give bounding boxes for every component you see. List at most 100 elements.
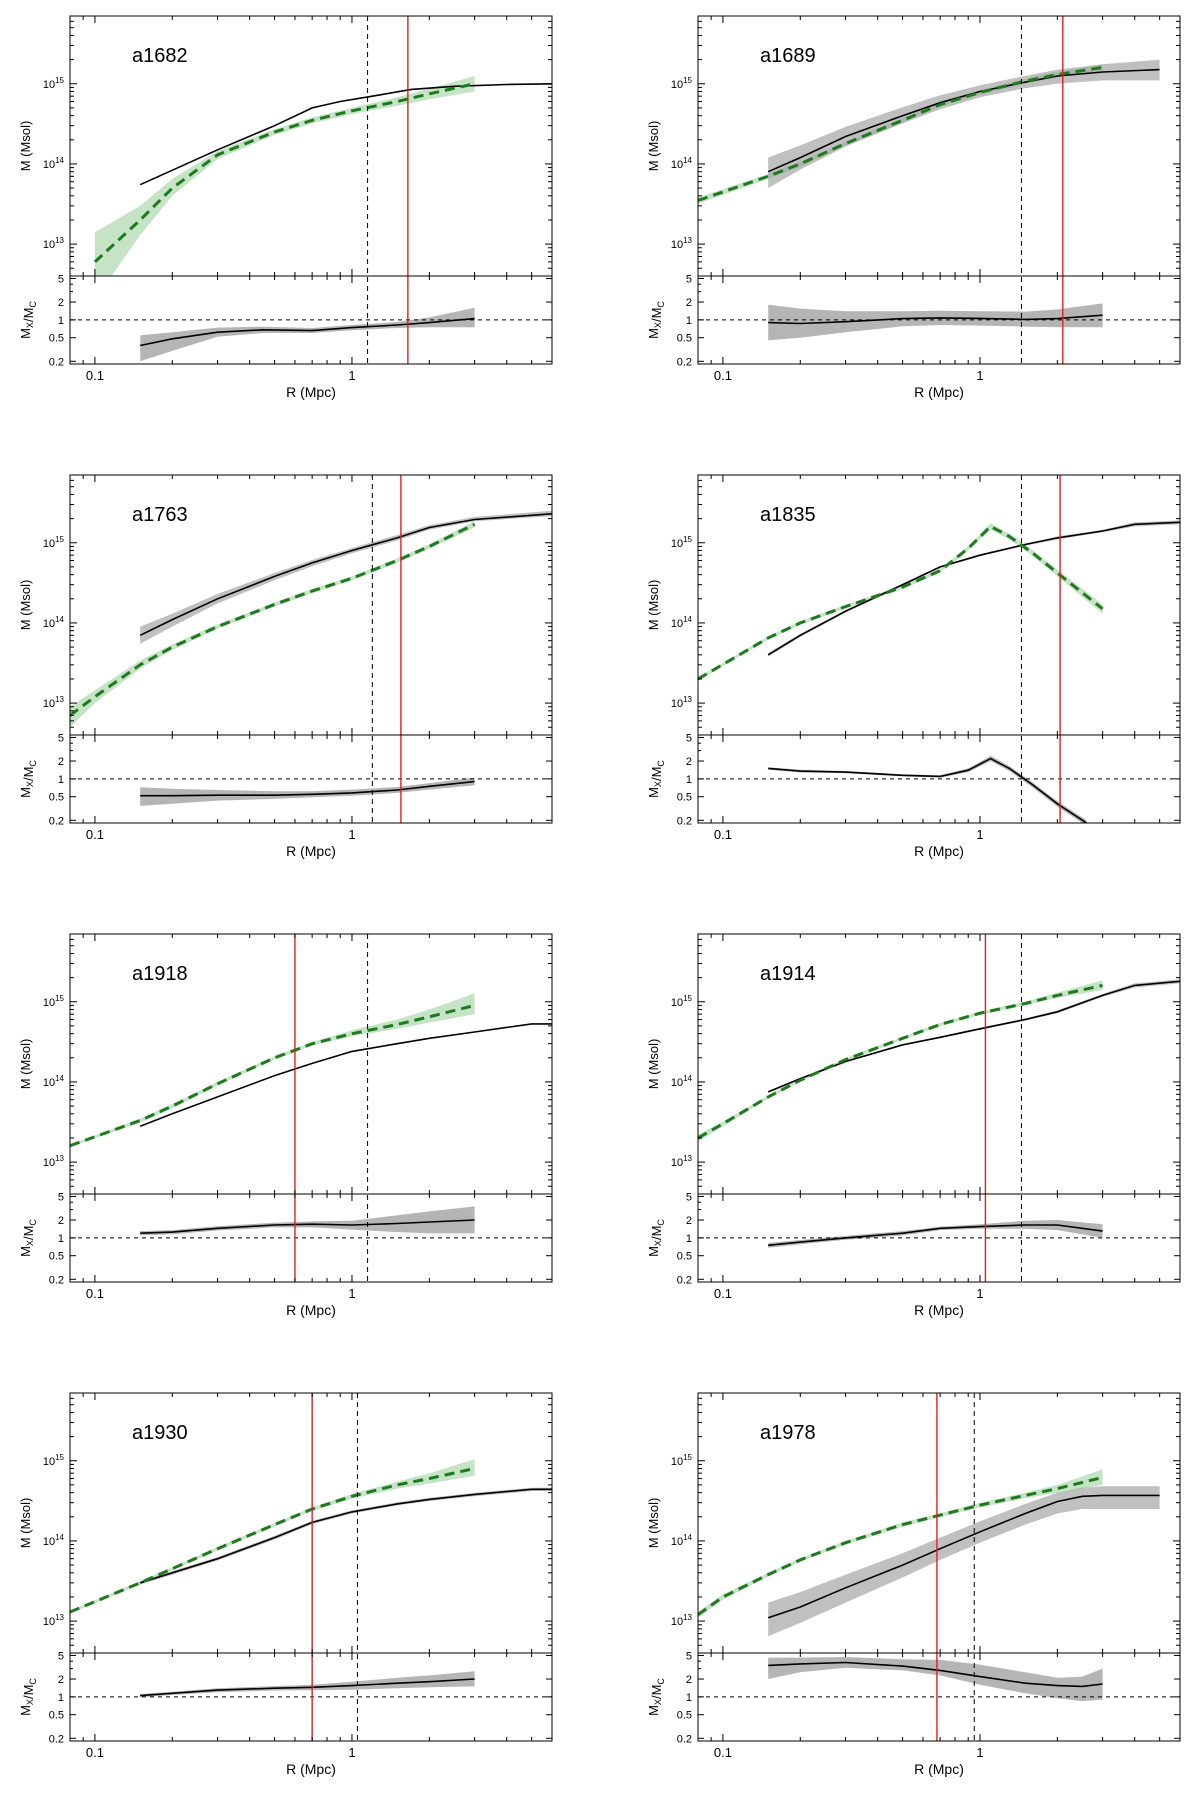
y-axis-label: M (Msol) [646,1498,661,1549]
ratio-y-tick-label: 0.5 [677,1251,692,1263]
ratio-axis-label: MX/MC [18,301,38,339]
ratio-y-tick-label: 0.5 [49,1251,64,1263]
panel-title: a1914 [760,963,816,985]
y-tick-label: 1015 [43,76,65,91]
ratio-plot-area [70,1206,552,1239]
y-tick-label: 1015 [671,76,693,91]
y-tick-label: 1013 [671,1613,693,1628]
ratio-plot-area [698,303,1180,341]
mass-plot-area [93,76,552,276]
ratio-y-tick-label: 2 [58,1215,64,1227]
green-profile-band [70,1459,475,1614]
x-axis-label: R (Mpc) [286,1302,336,1318]
green-profile-line [698,65,1103,202]
green-profile-band [70,521,475,728]
ratio-y-tick-label: 1 [58,1233,64,1245]
ratio-y-tick-label: 0.2 [49,815,64,827]
ratio-y-tick-label: 0.5 [677,333,692,345]
black-profile-band [140,1487,552,1585]
ratio-y-tick-label: 0.5 [677,792,692,804]
ratio-line [768,1661,1103,1688]
ratio-y-tick-label: 0.2 [677,1274,692,1286]
ratio-axis-label: MX/MC [646,1678,666,1716]
ratio-band [768,1657,1103,1702]
ratio-y-tick-label: 5 [686,1650,692,1662]
x-tick-label: 0.1 [86,368,104,383]
ratio-band [768,1220,1103,1248]
x-tick-label: 0.1 [714,368,732,383]
x-tick-label: 0.1 [86,827,104,842]
ratio-line [140,317,475,347]
green-profile-line [698,1475,1103,1616]
black-profile-line [139,513,552,637]
ratio-y-tick-label: 5 [686,1191,692,1203]
panel-title: a1763 [132,504,188,526]
panel-a1763: 0.1 1 R (Mpc) 1013 1014 1015 M (Msol) 0.2 0.5 1 2 5… [18,474,553,859]
ratio-y-tick-label: 0.5 [49,1710,64,1722]
x-axis-label: R (Mpc) [914,1302,964,1318]
black-profile-line [767,980,1180,1093]
panel-a1978: 0.1 1 R (Mpc) 1013 1014 1015 M (Msol) 0.2 0.5 1 2 5… [646,1392,1181,1777]
ratio-axis-label: MX/MC [18,1219,38,1257]
green-profile-band [698,980,1103,1142]
y-axis-label: M (Msol) [646,121,661,172]
y-tick-label: 1013 [671,1154,693,1169]
ratio-axis-label: MX/MC [18,760,38,798]
black-profile-line [767,521,1180,656]
x-axis-label: R (Mpc) [914,384,964,400]
ratio-y-tick-label: 2 [58,297,64,309]
black-profile-band [768,979,1180,1093]
mass-plot-area [70,510,552,728]
y-tick-label: 1014 [43,156,65,171]
ratio-y-tick-label: 1 [686,1233,692,1245]
black-profile-line [139,1488,552,1584]
ratio-y-tick-label: 2 [686,1674,692,1686]
panel-title: a1918 [132,963,188,985]
ratio-plot-area [698,1657,1180,1702]
y-axis-label: M (Msol) [18,1039,33,1090]
x-axis-label: R (Mpc) [914,843,964,859]
panel-title: a1689 [760,45,816,67]
ratio-y-tick-label: 0.2 [49,356,64,368]
black-profile-band [768,1486,1160,1637]
green-profile-band [70,993,475,1147]
panel-title: a1978 [760,1422,816,1444]
ratio-y-tick-label: 0.2 [677,356,692,368]
ratio-axis-label: MX/MC [646,760,666,798]
y-tick-label: 1013 [671,695,693,710]
black-profile-line [767,1494,1160,1619]
x-axis-label: R (Mpc) [286,384,336,400]
ratio-band [140,307,475,362]
y-tick-label: 1013 [43,236,65,251]
x-tick-label: 1 [976,827,983,842]
y-axis-label: M (Msol) [18,121,33,172]
panel-a1914: 0.1 1 R (Mpc) 1013 1014 1015 M (Msol) 0.2 0.5 1 2 5… [646,933,1181,1318]
ratio-axis-label: MX/MC [18,1678,38,1716]
panel-a1835: 0.1 1 R (Mpc) 1013 1014 1015 M (Msol) 0.2 0.5 1 2 5… [646,474,1181,859]
x-tick-label: 1 [348,1286,355,1301]
ratio-band [768,303,1103,341]
ratio-plot-area [70,307,552,362]
y-tick-label: 1015 [43,994,65,1009]
mass-plot-area [698,1469,1160,1637]
x-tick-label: 0.1 [714,827,732,842]
mass-plot-area [70,993,552,1148]
mass-plot-area [698,520,1180,681]
ratio-band [140,1671,475,1698]
y-tick-label: 1014 [43,615,65,630]
panel-a1682: 0.1 1 R (Mpc) 1013 1014 1015 M (Msol) 0.2 0.5 1 2 5… [18,15,553,400]
black-profile-line [767,68,1160,173]
x-tick-label: 1 [976,1286,983,1301]
ratio-y-tick-label: 1 [58,774,64,786]
ratio-line [768,314,1103,325]
ratio-y-tick-label: 5 [58,273,64,285]
panel-title: a1835 [760,504,816,526]
green-profile-band [698,523,1103,681]
ratio-axis-label: MX/MC [646,301,666,339]
mass-plot-area [698,979,1180,1142]
ratio-y-tick-label: 5 [686,732,692,744]
green-profile-line [70,522,476,717]
mass-plot-area [698,59,1160,204]
y-tick-label: 1014 [43,1074,65,1089]
